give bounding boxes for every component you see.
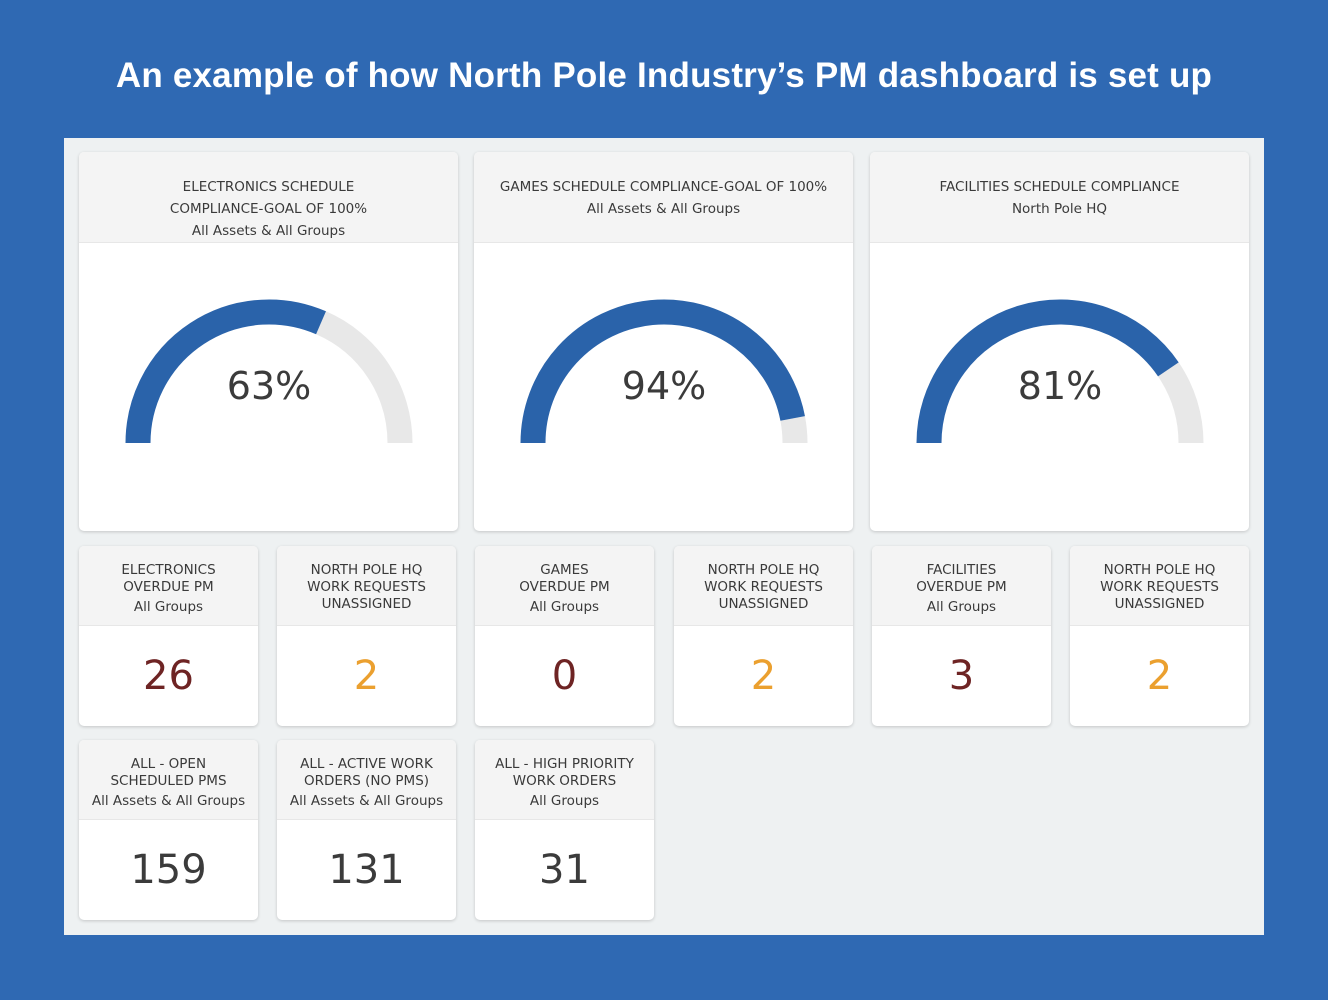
tile-title-line: ORDERS (NO PMS) [303,773,430,789]
tile-value: 2 [750,653,777,699]
tile-title-line: ALL - ACTIVE WORK [300,756,433,772]
tile-games-overdue-pm[interactable]: GAMES OVERDUE PM All Groups 0 [475,546,654,726]
tile-title-line: NORTH POLE HQ [1103,562,1216,578]
gauge-title-line: FACILITIES SCHEDULE COMPLIANCE [939,179,1180,195]
gauge-subtitle: All Assets & All Groups [191,223,346,239]
gauge-value-label: 94% [622,364,706,408]
tile-title-line: OVERDUE PM [519,579,610,595]
tile-title-line: NORTH POLE HQ [707,562,820,578]
gauge-value-label: 81% [1018,364,1102,408]
tile-title-line: SCHEDULED PMS [110,773,227,789]
tile-title-line: GAMES [540,562,589,578]
tile-hq-work-requests-unassigned[interactable]: NORTH POLE HQ WORK REQUESTS UNASSIGNED 2 [674,546,853,726]
tile-header: ELECTRONICS OVERDUE PM All Groups [79,546,258,626]
tile-title-line: FACILITIES [926,562,997,578]
tile-title-line: ALL - HIGH PRIORITY [495,756,634,772]
tile-value: 31 [539,847,590,893]
tile-electronics-overdue-pm[interactable]: ELECTRONICS OVERDUE PM All Groups 26 [79,546,258,726]
gauge-fill [916,299,1179,444]
tile-title-line: ELECTRONICS [121,562,216,578]
tile-value: 3 [948,653,975,699]
gauge-card-header: FACILITIES SCHEDULE COMPLIANCE North Pol… [870,152,1249,243]
tile-value: 2 [1146,653,1173,699]
tile-title-line: UNASSIGNED [321,596,412,612]
tile-subtitle: All Groups [133,599,204,615]
gauge-value-label: 63% [227,364,311,408]
tile-facilities-overdue-pm[interactable]: FACILITIES OVERDUE PM All Groups 3 [872,546,1051,726]
tile-header: NORTH POLE HQ WORK REQUESTS UNASSIGNED [674,546,853,626]
tile-hq-work-requests-unassigned[interactable]: NORTH POLE HQ WORK REQUESTS UNASSIGNED 2 [277,546,456,726]
gauge-title-line: COMPLIANCE-GOAL OF 100% [169,201,368,217]
gauge-card-games[interactable]: GAMES SCHEDULE COMPLIANCE-GOAL OF 100% A… [474,152,853,531]
gauge-title-line: ELECTRONICS SCHEDULE [182,179,355,195]
tile-header: FACILITIES OVERDUE PM All Groups [872,546,1051,626]
gauge-subtitle: All Assets & All Groups [586,201,741,217]
tile-title-line: WORK REQUESTS [307,579,426,595]
tile-subtitle: All Groups [529,793,600,809]
tile-title-line: OVERDUE PM [123,579,214,595]
tile-title-line: OVERDUE PM [916,579,1007,595]
gauge-card-header: GAMES SCHEDULE COMPLIANCE-GOAL OF 100% A… [474,152,853,243]
tile-all-open-scheduled-pms[interactable]: ALL - OPEN SCHEDULED PMS All Assets & Al… [79,740,258,920]
gauge-subtitle: North Pole HQ [1011,201,1108,217]
tile-all-high-priority-work-orders[interactable]: ALL - HIGH PRIORITY WORK ORDERS All Grou… [475,740,654,920]
tile-value: 0 [551,653,578,699]
gauge-fill [125,299,326,444]
tile-title-line: WORK ORDERS [512,773,617,789]
tile-title-line: WORK REQUESTS [1100,579,1219,595]
gauge-card-electronics[interactable]: ELECTRONICS SCHEDULE COMPLIANCE-GOAL OF … [79,152,458,531]
gauge-title-line: GAMES SCHEDULE COMPLIANCE-GOAL OF 100% [499,179,828,195]
tile-value: 159 [130,847,207,893]
tile-header: ALL - HIGH PRIORITY WORK ORDERS All Grou… [475,740,654,820]
gauge-fill [520,299,805,444]
tile-all-active-work-orders[interactable]: ALL - ACTIVE WORK ORDERS (NO PMS) All As… [277,740,456,920]
tile-subtitle: All Groups [529,599,600,615]
gauge-chart: 63% [125,299,413,444]
dashboard-board: ELECTRONICS SCHEDULE COMPLIANCE-GOAL OF … [64,138,1264,935]
tile-subtitle: All Groups [926,599,997,615]
tile-header: GAMES OVERDUE PM All Groups [475,546,654,626]
tile-hq-work-requests-unassigned[interactable]: NORTH POLE HQ WORK REQUESTS UNASSIGNED 2 [1070,546,1249,726]
tile-header: ALL - OPEN SCHEDULED PMS All Assets & Al… [79,740,258,820]
tile-subtitle: All Assets & All Groups [91,793,246,809]
page-headline: An example of how North Pole Industry’s … [115,56,1213,95]
tile-title-line: WORK REQUESTS [704,579,823,595]
tile-title-line: NORTH POLE HQ [310,562,423,578]
gauge-card-header: ELECTRONICS SCHEDULE COMPLIANCE-GOAL OF … [79,152,458,243]
tile-subtitle: All Assets & All Groups [289,793,444,809]
tile-value: 131 [328,847,405,893]
gauge-track [1157,362,1204,444]
tile-title-line: UNASSIGNED [718,596,809,612]
tile-title-line: UNASSIGNED [1114,596,1205,612]
tile-header: NORTH POLE HQ WORK REQUESTS UNASSIGNED [1070,546,1249,626]
tile-title-line: ALL - OPEN [130,756,207,772]
tile-value: 2 [353,653,380,699]
tile-header: NORTH POLE HQ WORK REQUESTS UNASSIGNED [277,546,456,626]
gauge-track [780,416,808,444]
gauge-track [315,311,413,444]
tile-header: ALL - ACTIVE WORK ORDERS (NO PMS) All As… [277,740,456,820]
gauge-chart: 94% [520,299,808,444]
gauge-chart: 81% [916,299,1204,444]
gauge-card-facilities[interactable]: FACILITIES SCHEDULE COMPLIANCE North Pol… [870,152,1249,531]
tile-value: 26 [143,653,194,699]
